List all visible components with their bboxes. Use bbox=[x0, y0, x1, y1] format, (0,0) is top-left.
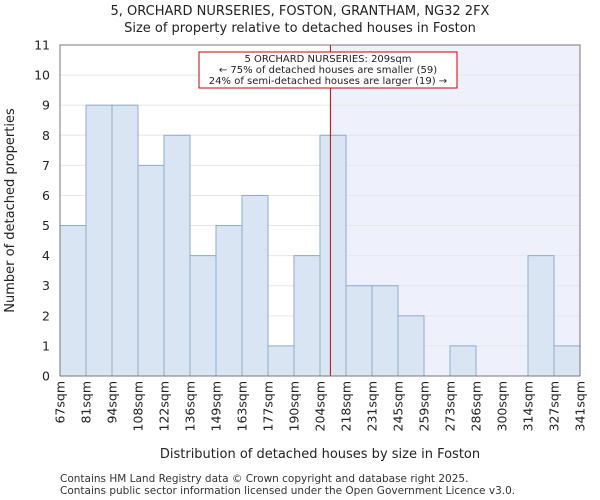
y-tick-label: 7 bbox=[42, 158, 50, 173]
bar-218sqm bbox=[345, 285, 373, 377]
x-tick-label: 163sqm bbox=[235, 381, 250, 431]
bar-273sqm bbox=[449, 345, 477, 377]
plot-frame bbox=[59, 44, 581, 377]
x-tick-label: 149sqm bbox=[209, 381, 224, 431]
y-tick-label: 4 bbox=[42, 248, 50, 263]
y-tick-label: 1 bbox=[42, 338, 50, 353]
annotation-line-2: ← 75% of detached houses are smaller (59… bbox=[219, 65, 437, 76]
annotation-line-1: 5 ORCHARD NURSERIES: 209sqm bbox=[245, 54, 412, 65]
bar-177sqm bbox=[267, 345, 295, 377]
y-tick-label: 9 bbox=[42, 98, 50, 113]
x-tick-label: 286sqm bbox=[469, 381, 484, 431]
x-tick-label: 190sqm bbox=[287, 381, 302, 431]
bar-204sqm bbox=[319, 134, 347, 377]
y-tick-label: 8 bbox=[42, 128, 50, 143]
annotation-box bbox=[198, 51, 458, 89]
footer-line-2: Contains public sector information licen… bbox=[60, 485, 515, 497]
x-tick-label: 314sqm bbox=[521, 381, 536, 431]
x-tick-label: 177sqm bbox=[261, 381, 276, 431]
bar-163sqm bbox=[241, 194, 269, 377]
chart-title-line2: Size of property relative to detached ho… bbox=[124, 21, 476, 36]
property-annotation: 5 ORCHARD NURSERIES: 209sqm ← 75% of det… bbox=[198, 51, 458, 89]
bar-67sqm bbox=[59, 225, 87, 377]
bar-108sqm bbox=[137, 164, 165, 377]
x-tick-label: 108sqm bbox=[131, 381, 146, 431]
x-tick-label: 136sqm bbox=[183, 381, 198, 431]
x-tick-label: 122sqm bbox=[157, 381, 172, 431]
y-tick-label: 6 bbox=[42, 188, 50, 203]
x-tick-label: 67sqm bbox=[53, 381, 68, 424]
x-tick-label: 273sqm bbox=[443, 381, 458, 431]
x-tick-label: 231sqm bbox=[365, 381, 380, 431]
bar-149sqm bbox=[215, 225, 243, 377]
bar-122sqm bbox=[163, 134, 191, 377]
annotation-line-3: 24% of semi-detached houses are larger (… bbox=[209, 76, 447, 87]
y-tick-label: 0 bbox=[42, 369, 50, 384]
x-axis-label: Distribution of detached houses by size … bbox=[160, 447, 480, 462]
x-tick-label: 259sqm bbox=[417, 381, 432, 431]
bars bbox=[59, 104, 581, 377]
x-tick-label: 81sqm bbox=[79, 381, 94, 424]
bar-136sqm bbox=[189, 255, 217, 377]
x-tick-label: 218sqm bbox=[339, 381, 354, 431]
x-tick-label: 341sqm bbox=[573, 381, 588, 431]
x-tick-label: 327sqm bbox=[547, 381, 562, 431]
y-tick-label: 2 bbox=[42, 308, 50, 323]
x-tick-label: 300sqm bbox=[495, 381, 510, 431]
y-tick-labels: 0 1 2 3 4 5 6 7 8 9 10 11 bbox=[34, 38, 50, 384]
y-tick-label: 11 bbox=[34, 38, 50, 53]
x-tick-label: 94sqm bbox=[105, 381, 120, 424]
bar-231sqm bbox=[371, 285, 399, 377]
bar-81sqm bbox=[85, 104, 113, 377]
y-tick-label: 5 bbox=[42, 218, 50, 233]
bar-94sqm bbox=[111, 104, 139, 377]
x-tick-label: 204sqm bbox=[313, 381, 328, 431]
x-tick-labels: 67sqm 81sqm 94sqm 108sqm 122sqm 136sqm 149sqm 1… bbox=[53, 381, 588, 431]
bar-314sqm bbox=[527, 255, 555, 377]
bar-245sqm bbox=[397, 315, 425, 377]
y-tick-label: 10 bbox=[34, 68, 50, 83]
x-tick-label: 245sqm bbox=[391, 381, 406, 431]
bar-327sqm bbox=[553, 345, 581, 377]
chart-title-line1: 5, ORCHARD NURSERIES, FOSTON, GRANTHAM, … bbox=[111, 4, 490, 19]
footer-line-1: Contains HM Land Registry data © Crown c… bbox=[60, 473, 468, 485]
y-axis-label: Number of detached properties bbox=[3, 108, 18, 313]
bar-190sqm bbox=[293, 255, 321, 377]
y-tick-label: 3 bbox=[42, 278, 50, 293]
